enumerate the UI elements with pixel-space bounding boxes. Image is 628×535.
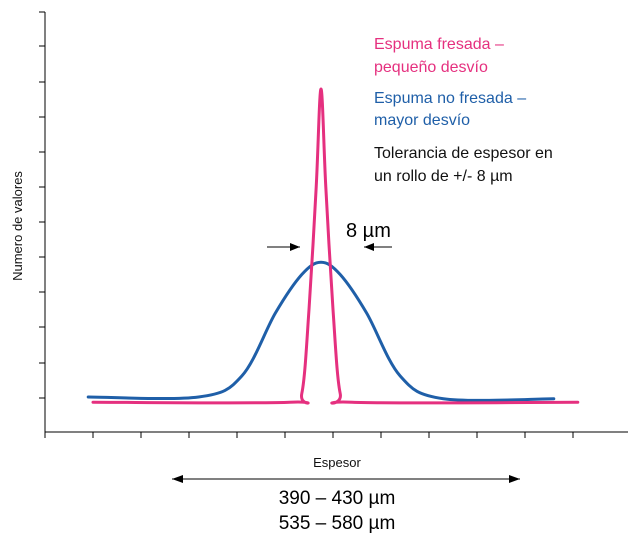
range-arrow-left-head — [172, 475, 183, 483]
x-ticks — [92, 432, 574, 438]
gap-arrows: 8 µm — [267, 220, 392, 251]
tolerance-note-line-1: Tolerancia de espesor en — [374, 145, 553, 162]
series-espuma-fresada-line — [91, 87, 580, 405]
legend-blue-line-2: mayor desvío — [374, 112, 470, 129]
left-gap-arrow-head — [290, 243, 300, 251]
gap-label: 8 µm — [346, 220, 391, 242]
legend-blue-line-1: Espuma no fresada – — [374, 90, 526, 107]
right-gap-arrow-head — [364, 243, 374, 251]
legend: Espuma fresada – pequeño desvío Espuma n… — [374, 36, 553, 185]
range-label-1: 390 – 430 µm — [279, 488, 396, 509]
legend-pink-line-1: Espuma fresada – — [374, 36, 504, 53]
y-axis-label: Numero de valores — [10, 171, 25, 281]
range-arrow — [172, 475, 520, 483]
y-ticks — [39, 11, 45, 399]
legend-pink-line-2: pequeño desvío — [374, 59, 488, 76]
tolerance-note-line-2: un rollo de +/- 8 µm — [374, 168, 513, 185]
range-arrow-right-head — [509, 475, 520, 483]
axes — [44, 12, 628, 438]
range-label-2: 535 – 580 µm — [279, 513, 396, 534]
series-espuma-no-fresada-line — [86, 260, 556, 402]
x-axis-label: Espesor — [313, 455, 361, 470]
